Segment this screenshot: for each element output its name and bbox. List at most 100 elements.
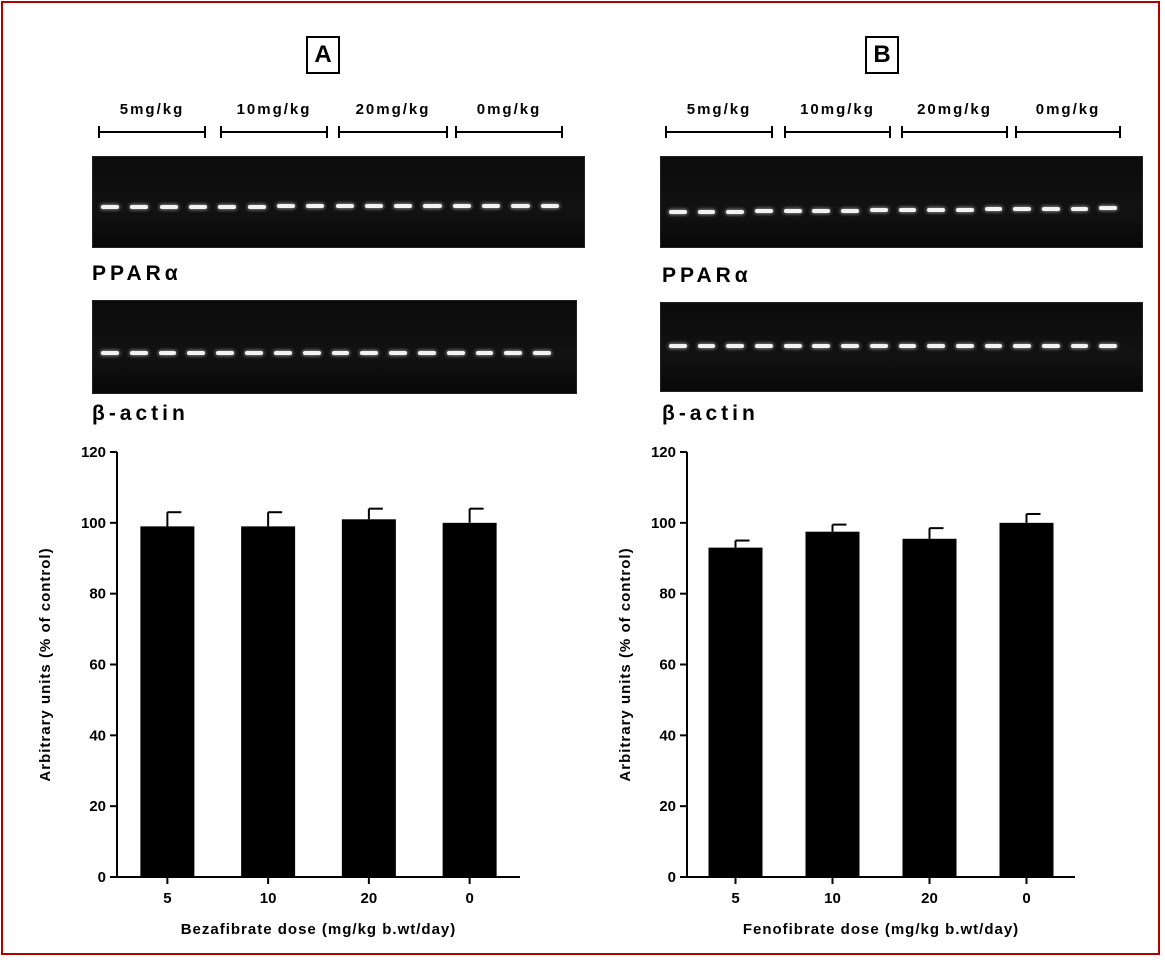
panel-b-actin-band	[841, 344, 859, 348]
panel-b-ppar-band	[669, 210, 687, 214]
panel-b-actin-band	[1041, 344, 1060, 348]
panel-a-y-tick-label: 100	[81, 515, 106, 532]
panel-b-x-tick-label: 0	[1022, 890, 1030, 907]
panel-b-actin-band	[984, 344, 1003, 348]
panel-a-x-tick-label: 20	[361, 890, 378, 907]
panel-a-ppar-band	[335, 204, 354, 209]
panel-a-actin-gel-image	[92, 300, 577, 394]
panel-b-ppar-band	[755, 209, 773, 214]
panel-b-ppar-band	[984, 207, 1003, 212]
panel-b-actin-band	[669, 344, 687, 348]
panel-b-ppar-band	[1013, 207, 1032, 211]
panel-b-actin-band	[783, 344, 802, 348]
panel-a-x-axis-title: Bezafibrate dose (mg/kg b.wt/day)	[181, 921, 457, 938]
panel-a-ppar-band	[482, 203, 501, 208]
panel-a-dose-label-4: 0mg/kg	[476, 101, 542, 118]
panel-b-actin-band	[1099, 344, 1118, 348]
panel-b-ppar-band	[812, 208, 831, 213]
panel-b-letter: B	[865, 36, 899, 74]
panel-b-actin-band	[697, 344, 716, 348]
panel-a-bar	[241, 526, 296, 877]
panel-a-actin-band	[129, 351, 148, 355]
panel-a-ppar-band	[452, 203, 471, 208]
panel-b-y-axis-title: Arbitrary units (% of control)	[617, 547, 634, 781]
panel-b-bar	[902, 538, 957, 877]
panel-a-actin-band	[504, 351, 523, 355]
panel-b-ppar-band	[1070, 206, 1089, 211]
panel-b-y-tick-label: 80	[659, 586, 676, 603]
panel-b-x-tick-label: 10	[824, 890, 841, 907]
panel-a-actin-label: β-actin	[92, 402, 189, 425]
panel-a-ppar-band	[276, 204, 296, 209]
panel-a-actin-band	[533, 351, 552, 355]
panel-a-actin-band	[158, 351, 177, 355]
panel-b-bar	[708, 547, 763, 877]
panel-b-actin-label: β-actin	[662, 402, 759, 425]
panel-b-ppar-band	[1041, 206, 1060, 211]
panel-a-ppar-band	[423, 203, 442, 208]
panel-a-ppar-gel-image	[92, 156, 585, 248]
panel-a-actin-band	[475, 351, 494, 355]
panel-a-dose-bracket-3	[338, 126, 448, 138]
panel-a-dose-label-3: 20mg/kg	[355, 101, 431, 118]
panel-b-ppar-band	[869, 208, 888, 213]
panel-b-actin-band	[726, 344, 745, 348]
panel-a-ppar-band	[130, 204, 149, 209]
panel-b-y-tick-label: 0	[668, 869, 676, 886]
panel-b-dose-label-3: 20mg/kg	[917, 101, 992, 118]
panel-b-ppar-band	[955, 207, 974, 212]
panel-a-ppar-band	[159, 204, 178, 209]
panel-a-y-tick-label: 0	[98, 869, 106, 886]
panel-b-dose-label-4: 0mg/kg	[1035, 101, 1101, 118]
panel-b-dose-bracket-2	[784, 126, 891, 138]
panel-a-dose-bracket-2	[220, 126, 328, 138]
panel-b-dose-bracket-1	[665, 126, 773, 138]
panel-a-y-tick-label: 120	[81, 444, 106, 461]
panel-b-actin-band	[869, 344, 888, 348]
panel-a-dose-label-1: 5mg/kg	[119, 101, 185, 118]
panel-b-y-tick-label: 20	[659, 798, 676, 815]
panel-b-actin-band	[812, 344, 831, 348]
panel-a-ppar-band	[101, 205, 120, 209]
panel-b-dose-bracket-4	[1015, 126, 1121, 138]
panel-b-actin-band	[927, 344, 945, 348]
panel-a-ppar-band	[306, 204, 325, 209]
panel-b-ppar-label: PPARα	[662, 264, 752, 287]
panel-a-actin-band	[331, 351, 350, 355]
panel-b-bar	[805, 531, 860, 877]
panel-a-y-tick-label: 40	[89, 727, 106, 744]
panel-a-x-tick-label: 10	[260, 890, 277, 907]
panel-a-actin-band	[216, 351, 235, 355]
panel-a-actin-band	[446, 351, 465, 355]
panel-b-actin-band	[755, 344, 773, 348]
panel-a-ppar-band	[540, 203, 559, 208]
panel-b-actin-gel-image	[660, 302, 1143, 392]
panel-b-x-tick-label: 20	[921, 890, 938, 907]
panel-b-dose-label-2: 10mg/kg	[800, 101, 875, 118]
panel-b-ppar-band	[898, 208, 917, 212]
panel-a-letter: A	[306, 36, 340, 74]
panel-b-dose-bracket-3	[901, 126, 1008, 138]
panel-b-actin-band	[955, 344, 974, 348]
panel-b-y-tick-label: 120	[651, 444, 676, 461]
panel-a-x-tick-label: 5	[163, 890, 171, 907]
panel-a-y-axis-title: Arbitrary units (% of control)	[37, 547, 54, 781]
panel-a-ppar-band	[511, 203, 530, 208]
panel-a-actin-band	[417, 351, 436, 355]
panel-b-ppar-band	[841, 208, 859, 213]
panel-b-actin-band	[898, 344, 917, 348]
panel-b-bar	[999, 522, 1054, 877]
panel-a-y-tick-label: 60	[89, 657, 106, 674]
panel-b-y-tick-label: 40	[659, 727, 676, 744]
panel-a-dose-bracket-4	[455, 126, 563, 138]
panel-a-ppar-band	[364, 204, 383, 209]
panel-a-bar	[140, 526, 195, 877]
panel-a-dose-label-2: 10mg/kg	[236, 101, 312, 118]
panel-a-bar-chart: 0 20 40 60 80 100 120 5 10 20 0 Bezafibrate dose (m…	[37, 444, 520, 938]
panel-a-actin-band	[360, 351, 379, 355]
panel-b-ppar-band	[726, 209, 745, 214]
panel-a-actin-band	[389, 351, 407, 355]
panel-a-actin-band	[101, 351, 119, 355]
